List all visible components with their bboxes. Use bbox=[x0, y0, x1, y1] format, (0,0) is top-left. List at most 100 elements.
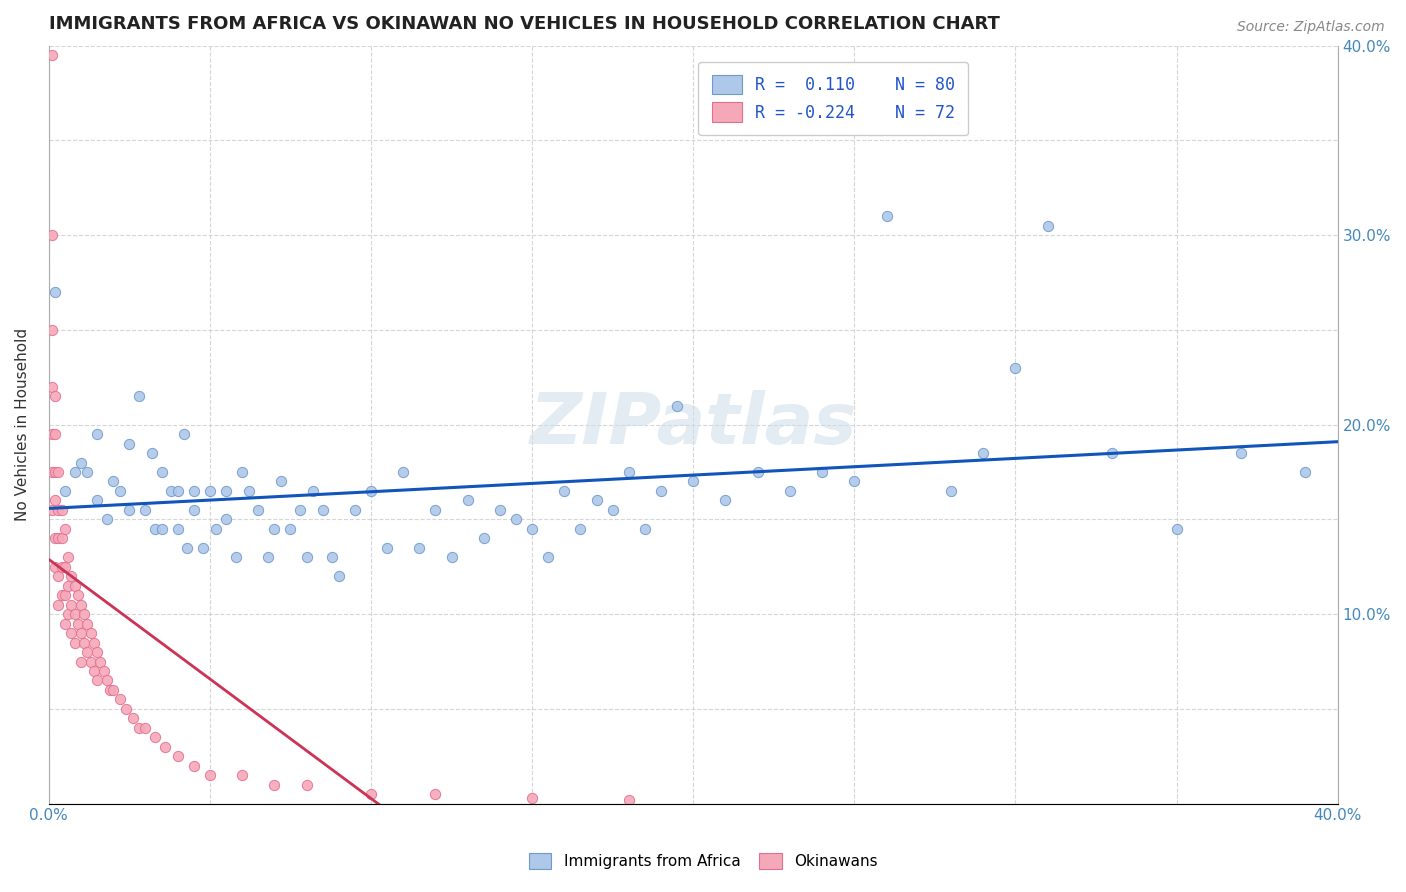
Point bbox=[86, 645, 108, 659]
Point bbox=[56, 579, 79, 593]
Point bbox=[247, 503, 270, 517]
Point bbox=[121, 711, 143, 725]
Point bbox=[472, 532, 495, 546]
Point bbox=[193, 541, 215, 555]
Point bbox=[83, 664, 105, 678]
Point bbox=[537, 550, 560, 565]
Point bbox=[343, 503, 366, 517]
Point bbox=[302, 483, 325, 498]
Point bbox=[425, 503, 447, 517]
Point bbox=[41, 465, 63, 479]
Point bbox=[48, 569, 70, 583]
Point bbox=[205, 522, 228, 536]
Point bbox=[257, 550, 280, 565]
Point bbox=[79, 655, 101, 669]
Point bbox=[779, 483, 801, 498]
Point bbox=[457, 493, 479, 508]
Point bbox=[134, 721, 156, 735]
Point bbox=[360, 483, 382, 498]
Point bbox=[280, 522, 302, 536]
Point bbox=[183, 503, 205, 517]
Point bbox=[231, 465, 253, 479]
Text: ZIPatlas: ZIPatlas bbox=[530, 390, 856, 459]
Point bbox=[86, 427, 108, 442]
Point bbox=[617, 465, 640, 479]
Point bbox=[520, 791, 543, 805]
Point bbox=[56, 550, 79, 565]
Point bbox=[41, 380, 63, 394]
Point bbox=[63, 635, 86, 649]
Point bbox=[972, 446, 994, 460]
Point bbox=[44, 465, 66, 479]
Point bbox=[1036, 219, 1059, 233]
Point bbox=[811, 465, 834, 479]
Point bbox=[425, 787, 447, 801]
Point bbox=[141, 446, 163, 460]
Point bbox=[48, 532, 70, 546]
Point bbox=[328, 569, 350, 583]
Point bbox=[73, 635, 96, 649]
Text: IMMIGRANTS FROM AFRICA VS OKINAWAN NO VEHICLES IN HOUSEHOLD CORRELATION CHART: IMMIGRANTS FROM AFRICA VS OKINAWAN NO VE… bbox=[49, 15, 1000, 33]
Point bbox=[602, 503, 624, 517]
Point bbox=[520, 522, 543, 536]
Point bbox=[440, 550, 463, 565]
Point bbox=[53, 522, 76, 536]
Point bbox=[60, 626, 83, 640]
Point bbox=[53, 588, 76, 602]
Point bbox=[844, 475, 866, 489]
Legend: R =  0.110    N = 80, R = -0.224    N = 72: R = 0.110 N = 80, R = -0.224 N = 72 bbox=[699, 62, 969, 135]
Point bbox=[44, 493, 66, 508]
Point bbox=[215, 512, 238, 526]
Point bbox=[321, 550, 343, 565]
Point bbox=[53, 483, 76, 498]
Point bbox=[360, 787, 382, 801]
Point bbox=[89, 655, 111, 669]
Point bbox=[60, 598, 83, 612]
Point bbox=[183, 758, 205, 772]
Point bbox=[408, 541, 430, 555]
Point bbox=[73, 607, 96, 621]
Point bbox=[143, 522, 166, 536]
Point bbox=[66, 588, 89, 602]
Point bbox=[166, 483, 188, 498]
Point bbox=[1166, 522, 1188, 536]
Point bbox=[183, 483, 205, 498]
Point bbox=[1294, 465, 1316, 479]
Point bbox=[93, 664, 115, 678]
Point bbox=[128, 389, 150, 403]
Point bbox=[51, 503, 73, 517]
Point bbox=[103, 475, 125, 489]
Point bbox=[176, 541, 198, 555]
Point bbox=[231, 768, 253, 782]
Point bbox=[86, 673, 108, 688]
Point bbox=[270, 475, 292, 489]
Point bbox=[263, 522, 285, 536]
Point bbox=[66, 616, 89, 631]
Y-axis label: No Vehicles in Household: No Vehicles in Household bbox=[15, 328, 30, 521]
Point bbox=[118, 503, 141, 517]
Point bbox=[96, 673, 118, 688]
Point bbox=[215, 483, 238, 498]
Text: Source: ZipAtlas.com: Source: ZipAtlas.com bbox=[1237, 20, 1385, 34]
Point bbox=[295, 778, 318, 792]
Point bbox=[939, 483, 962, 498]
Point bbox=[51, 559, 73, 574]
Point bbox=[76, 616, 98, 631]
Point bbox=[41, 48, 63, 62]
Point bbox=[1004, 360, 1026, 375]
Point bbox=[311, 503, 333, 517]
Point bbox=[714, 493, 737, 508]
Point bbox=[173, 427, 195, 442]
Point bbox=[63, 607, 86, 621]
Point bbox=[666, 399, 689, 413]
Point bbox=[76, 645, 98, 659]
Point bbox=[48, 503, 70, 517]
Point bbox=[53, 559, 76, 574]
Point bbox=[143, 731, 166, 745]
Point bbox=[263, 778, 285, 792]
Point bbox=[41, 503, 63, 517]
Point bbox=[650, 483, 672, 498]
Point bbox=[70, 626, 93, 640]
Point bbox=[76, 465, 98, 479]
Point bbox=[150, 465, 173, 479]
